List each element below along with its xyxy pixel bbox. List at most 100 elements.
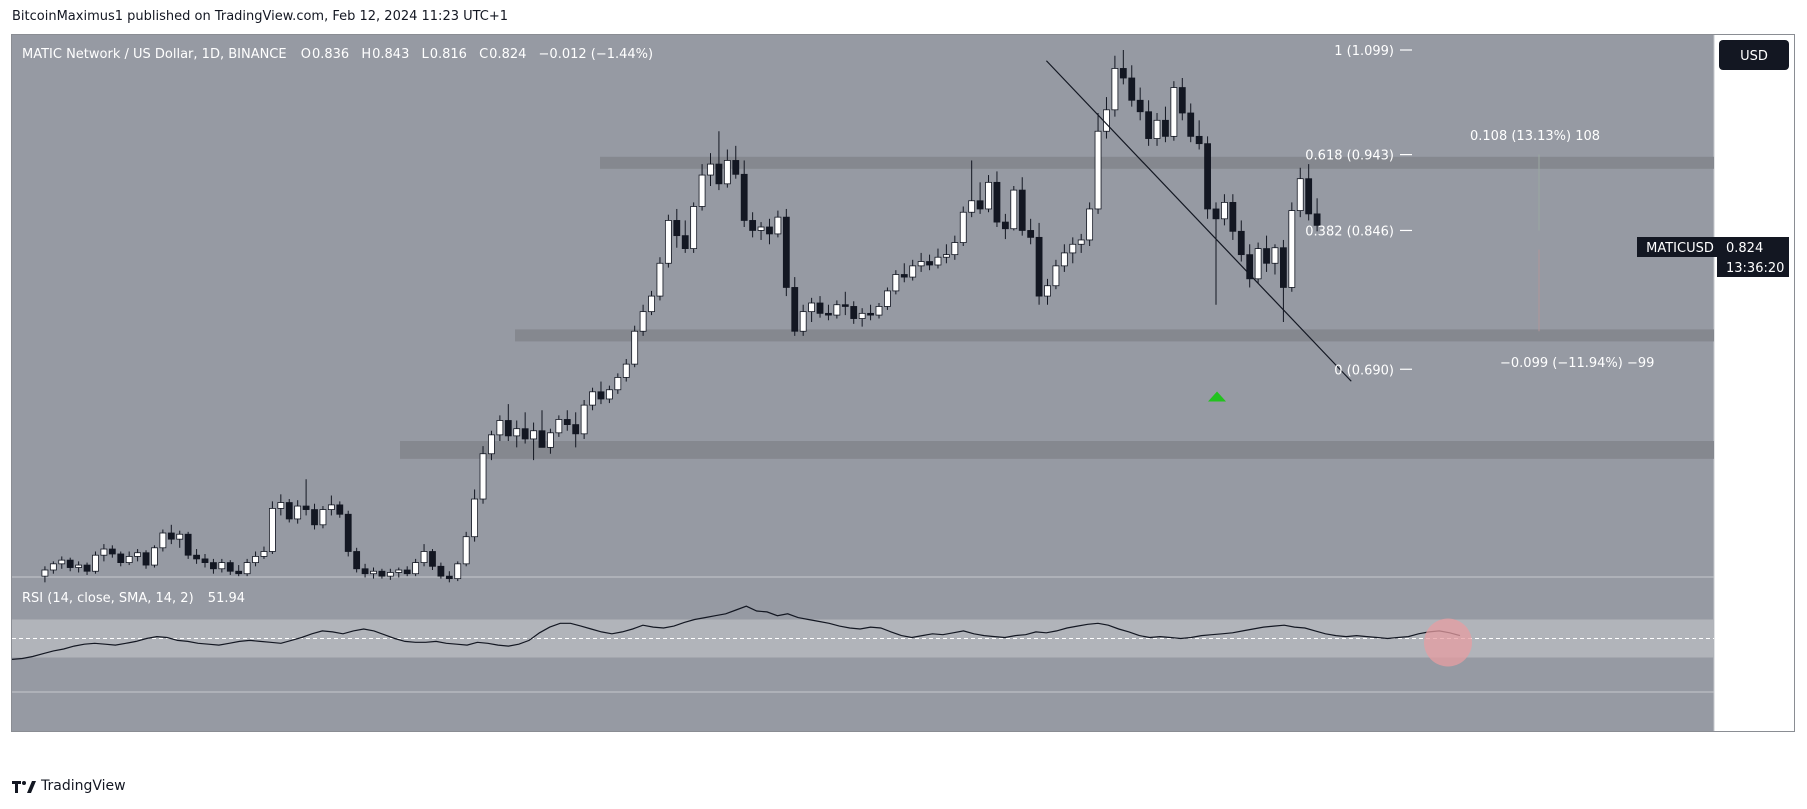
candle[interactable] xyxy=(49,561,57,574)
candle[interactable] xyxy=(100,544,108,562)
candle[interactable] xyxy=(572,412,580,448)
candle[interactable] xyxy=(825,304,832,321)
candle[interactable] xyxy=(799,304,807,336)
candle[interactable] xyxy=(547,428,554,454)
candle[interactable] xyxy=(167,524,175,545)
candle[interactable] xyxy=(41,566,49,583)
candle[interactable] xyxy=(664,214,672,268)
candle[interactable] xyxy=(976,182,984,214)
candle[interactable] xyxy=(1195,120,1203,150)
candle[interactable] xyxy=(1069,237,1077,264)
candle[interactable] xyxy=(218,558,226,573)
candle[interactable] xyxy=(176,530,184,548)
candle[interactable] xyxy=(858,308,866,327)
candle[interactable] xyxy=(530,422,537,461)
candle[interactable] xyxy=(1086,202,1094,246)
candle[interactable] xyxy=(151,545,158,568)
candle[interactable] xyxy=(900,263,908,283)
candle[interactable] xyxy=(1178,78,1186,121)
candle[interactable] xyxy=(909,259,917,281)
candle[interactable] xyxy=(740,160,748,227)
candle[interactable] xyxy=(538,410,546,448)
candle[interactable] xyxy=(83,562,91,575)
candle[interactable] xyxy=(1010,186,1018,231)
candle[interactable] xyxy=(1128,65,1136,107)
candle[interactable] xyxy=(210,558,217,574)
candle[interactable] xyxy=(378,568,386,579)
candle[interactable] xyxy=(479,446,487,504)
candle[interactable] xyxy=(715,131,723,191)
candle[interactable] xyxy=(184,531,192,559)
candle[interactable] xyxy=(1237,220,1245,262)
candle[interactable] xyxy=(1271,244,1279,275)
candle[interactable] xyxy=(1001,213,1009,240)
candle[interactable] xyxy=(92,551,99,574)
candle[interactable] xyxy=(311,503,318,530)
rsi-line[interactable] xyxy=(11,605,1461,660)
candle[interactable] xyxy=(142,550,150,569)
candle[interactable] xyxy=(597,381,605,405)
candle[interactable] xyxy=(875,303,883,319)
candle[interactable] xyxy=(454,561,462,582)
candle[interactable] xyxy=(117,551,125,567)
candle[interactable] xyxy=(1263,235,1270,272)
candle[interactable] xyxy=(589,387,596,411)
candle[interactable] xyxy=(639,304,647,336)
candle[interactable] xyxy=(344,510,352,557)
candle[interactable] xyxy=(437,562,445,579)
candle[interactable] xyxy=(782,208,790,297)
candle[interactable] xyxy=(884,287,891,310)
candle[interactable] xyxy=(943,244,950,264)
candle[interactable] xyxy=(488,430,495,461)
candle[interactable] xyxy=(226,560,234,575)
candle[interactable] xyxy=(134,549,142,562)
candle[interactable] xyxy=(833,300,841,319)
candle[interactable] xyxy=(732,145,740,179)
candle[interactable] xyxy=(555,415,563,437)
candle[interactable] xyxy=(336,501,344,518)
last-price-tag[interactable]: MATICUSD 0.824 13:36:20 xyxy=(1637,237,1789,277)
candle[interactable] xyxy=(277,494,285,516)
candle[interactable] xyxy=(1280,239,1287,322)
candle[interactable] xyxy=(774,210,782,238)
candle[interactable] xyxy=(1018,177,1026,236)
candle[interactable] xyxy=(631,325,639,368)
candle[interactable] xyxy=(268,501,276,554)
candle[interactable] xyxy=(816,296,824,318)
trendline[interactable] xyxy=(1045,60,1352,382)
candle[interactable] xyxy=(648,290,655,316)
candle[interactable] xyxy=(1246,244,1254,288)
tradingview-brand[interactable]: TradingView xyxy=(12,778,126,794)
candle[interactable] xyxy=(622,359,630,382)
candle[interactable] xyxy=(193,549,200,564)
candle[interactable] xyxy=(243,558,251,577)
candle[interactable] xyxy=(445,571,453,583)
candle[interactable] xyxy=(462,531,470,567)
candle[interactable] xyxy=(252,551,259,567)
candle[interactable] xyxy=(690,202,698,253)
candle[interactable] xyxy=(420,544,428,567)
candle[interactable] xyxy=(757,222,765,240)
candle[interactable] xyxy=(1044,278,1051,305)
candle[interactable] xyxy=(319,506,327,529)
candle[interactable] xyxy=(1119,50,1127,85)
candle[interactable] xyxy=(808,297,815,322)
candle[interactable] xyxy=(749,212,757,238)
candle[interactable] xyxy=(496,415,504,441)
candle[interactable] xyxy=(841,291,849,316)
candle[interactable] xyxy=(58,556,66,569)
candle[interactable] xyxy=(75,561,83,573)
candle[interactable] xyxy=(1052,259,1060,290)
candle[interactable] xyxy=(1229,194,1237,240)
candle[interactable] xyxy=(791,277,799,336)
candle[interactable] xyxy=(294,500,302,524)
candle[interactable] xyxy=(260,546,268,559)
candle[interactable] xyxy=(993,171,1001,227)
candle[interactable] xyxy=(159,529,167,552)
candle[interactable] xyxy=(429,549,436,570)
candle[interactable] xyxy=(361,563,369,578)
candle[interactable] xyxy=(1027,218,1035,245)
candle[interactable] xyxy=(395,567,403,578)
candle[interactable] xyxy=(1111,55,1119,117)
candle[interactable] xyxy=(1077,233,1085,253)
